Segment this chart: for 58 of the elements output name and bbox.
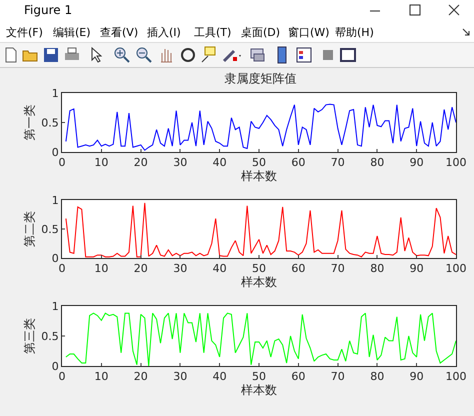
y-tick-label: 1 bbox=[52, 194, 59, 207]
chart-title: 隶属度矩阵值 bbox=[224, 71, 297, 86]
x-tick-label: 50 bbox=[252, 370, 266, 384]
x-tick-label: 10 bbox=[94, 156, 108, 170]
x-tick-label: 100 bbox=[446, 370, 466, 384]
y-tick-label: 0.5 bbox=[41, 330, 59, 343]
y-tick-label: 0.5 bbox=[41, 222, 59, 236]
x-tick-label: 60 bbox=[291, 370, 306, 384]
y-axis-title: 第二类 bbox=[22, 211, 37, 247]
x-axis-title: 样本数 bbox=[241, 383, 277, 398]
x-tick-label: 70 bbox=[330, 370, 345, 384]
line-series bbox=[65, 202, 456, 258]
x-tick-label: 20 bbox=[134, 370, 148, 384]
text: 编辑(E) bbox=[53, 25, 91, 40]
x-tick-label: 20 bbox=[134, 262, 148, 276]
x-tick-label: 90 bbox=[410, 156, 424, 170]
x-tick-label: 30 bbox=[173, 156, 188, 170]
text: 查看(V) bbox=[100, 25, 138, 40]
x-tick-label: 30 bbox=[173, 262, 188, 276]
x-tick-label: 80 bbox=[370, 370, 384, 384]
x-tick-label: 60 bbox=[291, 262, 306, 276]
y-tick-label: 1 bbox=[52, 86, 59, 100]
x-tick-label: 50 bbox=[252, 156, 266, 170]
x-axis-title: 样本数 bbox=[241, 275, 277, 290]
x-tick-label: 70 bbox=[330, 262, 345, 276]
x-tick-label: 10 bbox=[94, 370, 108, 384]
caption: Figure 1 bbox=[24, 3, 72, 17]
x-tick-label: 40 bbox=[212, 370, 227, 384]
y-tick-label: 0 bbox=[52, 360, 59, 373]
text: 工具(T) bbox=[194, 25, 232, 40]
line-series bbox=[65, 104, 456, 151]
text: 插入(I) bbox=[147, 25, 181, 40]
y-tick-label: 0.5 bbox=[41, 116, 59, 130]
x-tick-label: 10 bbox=[94, 262, 108, 276]
x-axis-title: 样本数 bbox=[241, 169, 277, 184]
y-axis-title: 第一类 bbox=[22, 104, 37, 140]
y-axis-title: 第三类 bbox=[22, 318, 37, 354]
text: 帮助(H) bbox=[335, 25, 374, 40]
text: 窗口(W) bbox=[288, 25, 330, 40]
x-tick-label: 90 bbox=[410, 262, 424, 276]
y-tick-label: 0 bbox=[52, 252, 59, 265]
x-tick-label: 60 bbox=[291, 156, 306, 170]
x-tick-label: 40 bbox=[212, 262, 227, 276]
x-tick-label: 40 bbox=[212, 156, 227, 170]
x-tick-label: 90 bbox=[410, 370, 424, 384]
text: 文件(F) bbox=[6, 25, 43, 40]
x-tick-label: 100 bbox=[446, 262, 466, 276]
y-tick-label: 0 bbox=[52, 146, 59, 159]
x-tick-label: 20 bbox=[134, 156, 148, 170]
text: 桌面(D) bbox=[241, 25, 280, 40]
x-tick-label: 100 bbox=[446, 156, 466, 170]
line-series bbox=[65, 312, 456, 366]
x-tick-label: 50 bbox=[252, 262, 266, 276]
x-tick-label: 70 bbox=[330, 156, 345, 170]
x-tick-label: 80 bbox=[370, 156, 384, 170]
x-tick-label: 30 bbox=[173, 370, 188, 384]
y-tick-label: 1 bbox=[52, 300, 59, 313]
x-tick-label: 80 bbox=[370, 262, 384, 276]
